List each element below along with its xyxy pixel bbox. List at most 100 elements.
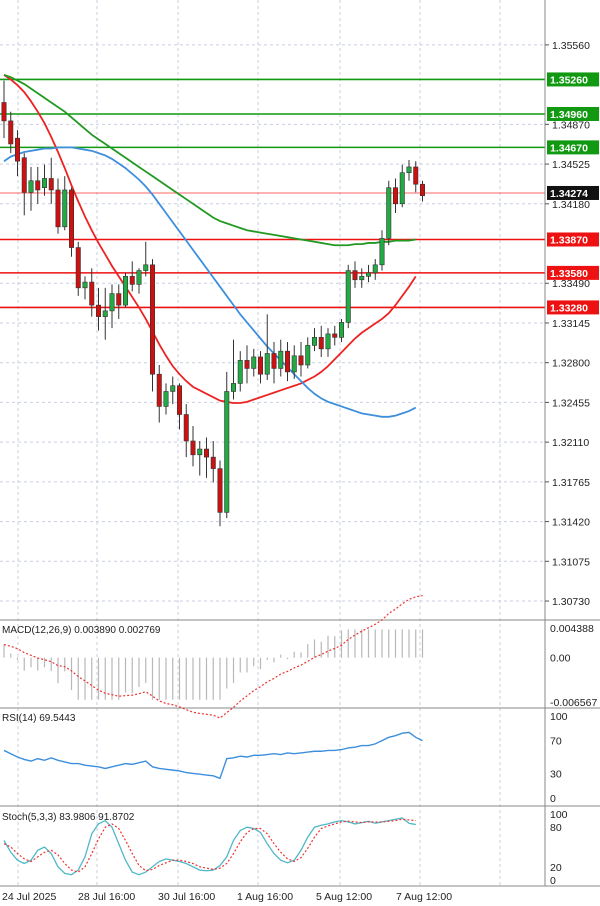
candle-body <box>231 383 237 392</box>
stoch-tick-label: 0 <box>550 875 556 887</box>
price-level-tag <box>547 265 599 280</box>
candle-body <box>392 187 398 205</box>
time-tick-label: 30 Jul 16:00 <box>158 891 215 903</box>
macd-tick-label: -0.006567 <box>550 697 597 709</box>
candle-body <box>41 178 47 188</box>
moving-averages <box>3 73 417 418</box>
candle-body <box>406 166 412 174</box>
candle-body <box>190 440 196 456</box>
candle-body <box>143 264 149 271</box>
price-level-tag <box>547 106 599 121</box>
candle-body <box>75 247 81 289</box>
candle-body <box>372 264 378 274</box>
candle-body <box>305 345 311 366</box>
axis-tick-label: 1.34180 <box>552 199 590 211</box>
price-level-label: 1.33870 <box>550 234 588 246</box>
macd-tick-label: 0.004388 <box>550 623 594 635</box>
candle-body <box>197 448 203 456</box>
candle-body <box>82 281 88 289</box>
axis-tick-label: 1.32800 <box>552 358 590 370</box>
candle-body <box>136 270 142 285</box>
candle-body <box>116 293 122 306</box>
candle-body <box>291 355 297 373</box>
price-level-label: 1.33580 <box>550 268 588 280</box>
time-tick-label: 1 Aug 16:00 <box>237 891 293 903</box>
candle-body <box>96 304 102 317</box>
candle-body <box>15 137 21 162</box>
candle-body <box>264 353 270 375</box>
candle-body <box>217 468 223 513</box>
rsi-tick-label: 0 <box>550 793 556 805</box>
axis-tick-label: 1.31075 <box>552 556 590 568</box>
candle-body <box>129 276 135 285</box>
grid <box>0 0 545 886</box>
candle-body <box>48 178 54 191</box>
axis-tick-label: 1.34525 <box>552 159 590 171</box>
price-level-label: 1.35260 <box>550 74 588 86</box>
price-level-label: 1.33280 <box>550 302 588 314</box>
candle-body <box>311 337 317 346</box>
rsi-tick-label: 100 <box>550 711 568 723</box>
candle-body <box>379 238 385 266</box>
candle-body <box>177 385 183 415</box>
candle-body <box>28 180 34 193</box>
stoch-tick-label: 100 <box>550 809 568 821</box>
candle-body <box>318 337 324 350</box>
candle-body <box>359 276 365 281</box>
price-level-tag <box>547 300 599 315</box>
moving-average-line <box>3 146 417 418</box>
axis-tick-label: 1.31765 <box>552 477 590 489</box>
candle-body <box>210 456 216 469</box>
time-tick-label: 5 Aug 12:00 <box>316 891 372 903</box>
axis-tick-label: 1.32110 <box>552 437 589 449</box>
rsi-tick-label: 30 <box>550 768 562 780</box>
candle-body <box>237 360 243 384</box>
moving-average-line <box>3 74 417 404</box>
candle-body <box>257 356 263 375</box>
stoch-d-line <box>3 818 416 873</box>
candle-body <box>123 276 129 306</box>
candle-body <box>170 385 176 392</box>
price-levels: 1.35260 1.34960 1.34670 1.33870 1.33580 1.332… <box>0 72 599 315</box>
macd-tick-label: 0.00 <box>550 653 571 665</box>
candle-body <box>224 391 230 513</box>
candle-body <box>183 414 189 442</box>
rsi-tick-label: 70 <box>550 736 562 748</box>
moving-average-line <box>3 73 416 247</box>
price-level-label: 1.34960 <box>550 109 588 121</box>
candle-body <box>69 189 75 248</box>
stoch-tick-label: 80 <box>550 822 562 834</box>
candle-body <box>325 333 331 350</box>
stoch-label: Stoch(5,3,3) 83.9806 91.8702 <box>2 812 135 823</box>
macd-label: MACD(12,26,9) 0.003890 0.002769 <box>2 625 161 636</box>
candle-body <box>109 293 115 312</box>
candle-body <box>244 360 250 369</box>
candle-body <box>278 350 284 369</box>
rsi-label: RSI(14) 69.5443 <box>2 713 76 724</box>
candle-body <box>345 270 351 323</box>
stoch-tick-label: 20 <box>550 862 562 874</box>
candle-body <box>271 353 277 369</box>
candle-body <box>332 333 338 338</box>
candle-body <box>163 391 169 407</box>
candle-body <box>251 356 257 369</box>
macd-panel: MACD(12,26,9) 0.003890 0.002769 0.004388 0… <box>2 594 597 719</box>
axis-tick-label: 1.35560 <box>552 40 590 52</box>
candle-body <box>102 310 108 317</box>
axis-tick-label: 1.32455 <box>552 397 590 409</box>
candle-body <box>55 189 61 228</box>
price-level-tag <box>547 232 599 247</box>
rsi-line <box>3 731 423 780</box>
axis-tick-label: 1.33145 <box>552 318 590 330</box>
time-tick-label: 24 Jul 2025 <box>2 891 56 903</box>
candle-body <box>62 189 68 228</box>
candle-body <box>284 350 290 373</box>
candle-body <box>365 272 371 277</box>
candle-body <box>150 264 156 375</box>
candle-body <box>21 157 27 193</box>
candle-body <box>419 183 425 197</box>
price-level-label: 1.34670 <box>550 142 588 154</box>
current-price-tag <box>547 185 599 200</box>
